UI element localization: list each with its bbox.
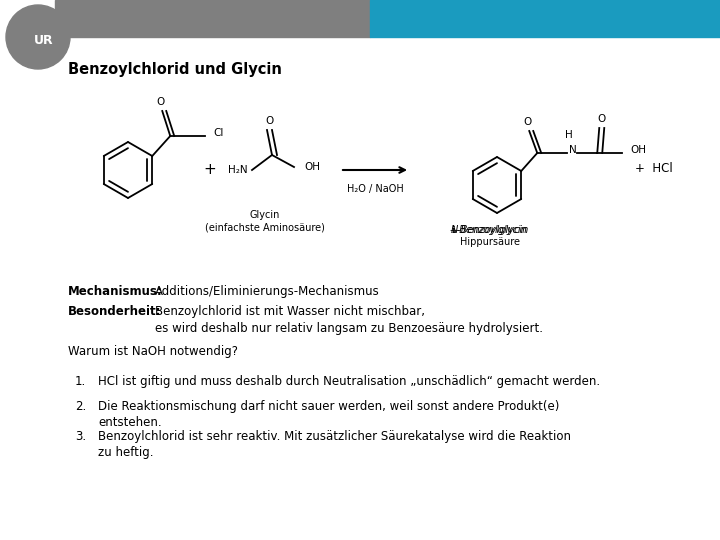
- Bar: [55, 0, 370, 37]
- Text: H: H: [565, 130, 573, 140]
- Text: OH: OH: [304, 162, 320, 172]
- Text: es wird deshalb nur relativ langsam zu Benzoesäure hydrolysiert.: es wird deshalb nur relativ langsam zu B…: [155, 322, 543, 335]
- Text: Die Reaktionsmischung darf nicht sauer werden, weil sonst andere Produkt(e): Die Reaktionsmischung darf nicht sauer w…: [98, 400, 559, 413]
- Text: Additions/Eliminierungs-Mechanismus: Additions/Eliminierungs-Mechanismus: [155, 285, 379, 298]
- Text: Glycin: Glycin: [250, 210, 280, 220]
- Text: ℹ̶-Benzoylglycin: ℹ̶-Benzoylglycin: [453, 225, 527, 235]
- Text: OH: OH: [630, 145, 647, 155]
- Text: Mechanismus:: Mechanismus:: [68, 285, 163, 298]
- Text: HCl ist giftig und muss deshalb durch Neutralisation „unschädlich“ gemacht werde: HCl ist giftig und muss deshalb durch Ne…: [98, 375, 600, 388]
- Text: 1.: 1.: [75, 375, 86, 388]
- Text: (einfachste Aminosäure): (einfachste Aminosäure): [205, 222, 325, 232]
- Text: UR: UR: [34, 33, 54, 46]
- Text: Benzoylchlorid ist sehr reaktiv. Mit zusätzlicher Säurekatalyse wird die Reaktio: Benzoylchlorid ist sehr reaktiv. Mit zus…: [98, 430, 571, 443]
- Text: +: +: [204, 163, 217, 178]
- Text: H₂O / NaOH: H₂O / NaOH: [346, 184, 403, 194]
- Circle shape: [6, 5, 70, 69]
- Text: O: O: [597, 114, 606, 124]
- Text: N-Benzoylglycin: N-Benzoylglycin: [451, 225, 529, 235]
- Text: Hippursäure: Hippursäure: [460, 237, 520, 247]
- Text: entstehen.: entstehen.: [98, 416, 161, 429]
- Text: Besonderheit:: Besonderheit:: [68, 305, 161, 318]
- Text: O: O: [156, 97, 164, 107]
- Bar: [370, 0, 720, 37]
- Text: O: O: [265, 116, 273, 126]
- Text: 3.: 3.: [75, 430, 86, 443]
- Text: Benzoylchlorid ist mit Wasser nicht mischbar,: Benzoylchlorid ist mit Wasser nicht misc…: [155, 305, 425, 318]
- Text: Warum ist NaOH notwendig?: Warum ist NaOH notwendig?: [68, 345, 238, 358]
- Text: +  HCl: + HCl: [635, 161, 672, 174]
- Text: Cl: Cl: [213, 128, 224, 138]
- Text: Benzoylchlorid und Glycin: Benzoylchlorid und Glycin: [68, 62, 282, 77]
- Text: 2.: 2.: [75, 400, 86, 413]
- Text: H₂N: H₂N: [228, 165, 248, 175]
- Text: zu heftig.: zu heftig.: [98, 446, 153, 459]
- Text: O: O: [523, 117, 531, 127]
- Text: N: N: [570, 145, 577, 155]
